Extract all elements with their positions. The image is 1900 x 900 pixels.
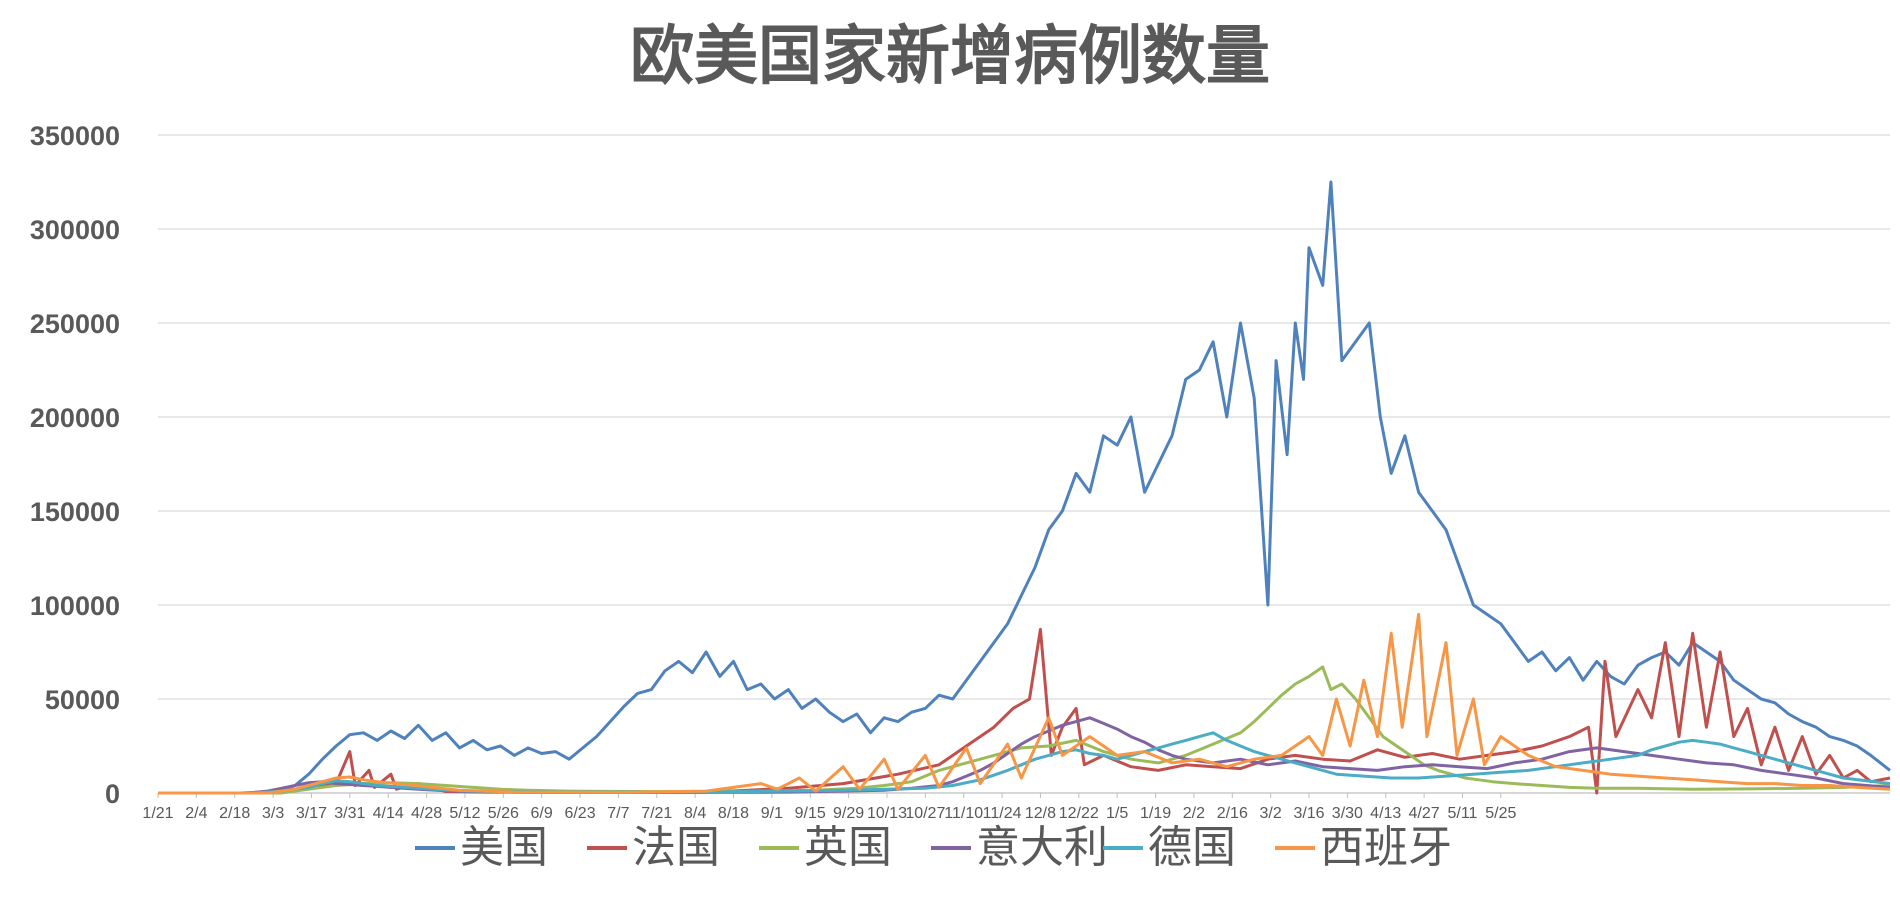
legend-label: 意大利 bbox=[976, 822, 1108, 873]
x-tick-label: 7/7 bbox=[607, 805, 629, 822]
series-lines bbox=[158, 180, 1891, 795]
x-tick-label: 11/10 bbox=[944, 805, 983, 822]
x-tick-label: 3/3 bbox=[262, 805, 284, 822]
x-tick-label: 3/30 bbox=[1332, 805, 1363, 822]
x-tick-label: 1/21 bbox=[142, 805, 173, 822]
y-tick-label: 50000 bbox=[45, 685, 120, 715]
x-tick-label: 5/25 bbox=[1485, 805, 1516, 822]
y-tick-label: 300000 bbox=[30, 215, 120, 245]
x-tick-label: 4/28 bbox=[411, 805, 442, 822]
x-tick-label: 2/16 bbox=[1217, 805, 1248, 822]
x-tick-label: 10/27 bbox=[905, 805, 945, 822]
x-tick-label: 5/11 bbox=[1448, 805, 1478, 822]
y-tick-label: 0 bbox=[105, 779, 120, 809]
x-tick-label: 3/31 bbox=[334, 805, 365, 822]
x-tick-label: 4/13 bbox=[1370, 805, 1401, 822]
y-tick-label: 150000 bbox=[30, 497, 120, 527]
legend: 美国 法国 英国 意大利 德国 西班牙 bbox=[415, 822, 1452, 873]
chart-title: 欧美国家新增病例数量 bbox=[630, 20, 1270, 94]
x-tick-label: 3/2 bbox=[1260, 805, 1282, 822]
y-tick-label: 250000 bbox=[30, 309, 120, 339]
x-tick-label: 6/9 bbox=[531, 805, 553, 822]
x-tick-label: 10/13 bbox=[867, 805, 907, 822]
y-axis-ticks: 0 50000 100000 150000 200000 250000 300000 3500… bbox=[30, 121, 120, 809]
x-tick-label: 2/18 bbox=[219, 805, 250, 822]
series-line-2 bbox=[158, 665, 1891, 795]
gridlines bbox=[158, 134, 1890, 794]
series-line-5 bbox=[158, 612, 1891, 795]
x-tick-label: 3/17 bbox=[296, 805, 327, 822]
y-tick-label: 350000 bbox=[30, 121, 120, 151]
x-axis-ticks: 1/21 2/4 2/18 3/3 3/17 3/31 4/14 4/28 5/12 5/26 6/… bbox=[142, 793, 1517, 822]
legend-label: 美国 bbox=[460, 822, 548, 873]
x-tick-label: 12/22 bbox=[1059, 805, 1099, 822]
x-tick-label: 12/8 bbox=[1025, 805, 1056, 822]
x-tick-label: 8/4 bbox=[684, 805, 706, 822]
x-tick-label: 8/18 bbox=[718, 805, 749, 822]
x-tick-label: 6/23 bbox=[564, 805, 595, 822]
x-tick-label: 3/16 bbox=[1293, 805, 1324, 822]
legend-label: 德国 bbox=[1148, 822, 1236, 873]
x-tick-label: 9/29 bbox=[833, 805, 864, 822]
legend-label: 英国 bbox=[804, 822, 892, 873]
x-tick-label: 7/21 bbox=[641, 805, 672, 822]
y-tick-label: 200000 bbox=[30, 403, 120, 433]
x-tick-label: 4/14 bbox=[373, 805, 404, 822]
x-tick-label: 1/19 bbox=[1140, 805, 1171, 822]
x-tick-label: 11/24 bbox=[983, 805, 1022, 822]
x-tick-label: 5/26 bbox=[488, 805, 519, 822]
x-tick-label: 9/15 bbox=[795, 805, 826, 822]
x-tick-label: 4/27 bbox=[1409, 805, 1440, 822]
legend-label: 法国 bbox=[632, 822, 720, 873]
x-tick-label: 1/5 bbox=[1106, 805, 1128, 822]
x-tick-label: 2/4 bbox=[185, 805, 207, 822]
x-tick-label: 2/2 bbox=[1183, 805, 1205, 822]
legend-label: 西班牙 bbox=[1320, 822, 1452, 873]
x-tick-label: 9/1 bbox=[761, 805, 783, 822]
y-tick-label: 100000 bbox=[30, 591, 120, 621]
x-tick-label: 5/12 bbox=[449, 805, 480, 822]
